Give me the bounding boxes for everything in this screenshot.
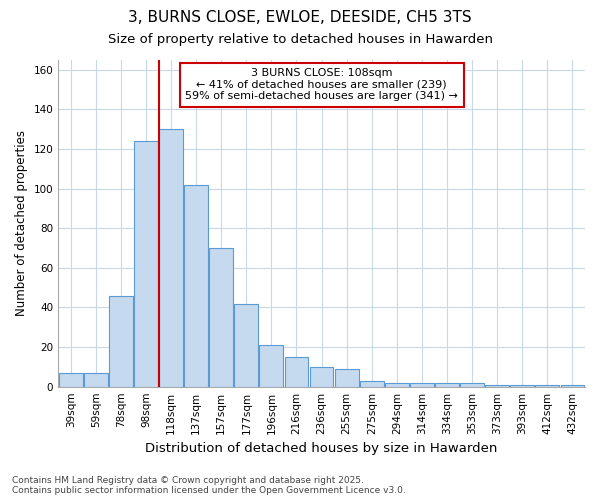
X-axis label: Distribution of detached houses by size in Hawarden: Distribution of detached houses by size …	[145, 442, 498, 455]
Bar	[435, 382, 459, 386]
Bar	[284, 357, 308, 386]
Bar	[511, 384, 534, 386]
Bar	[109, 296, 133, 386]
Bar	[310, 367, 334, 386]
Bar	[209, 248, 233, 386]
Bar	[159, 130, 183, 386]
Bar	[485, 384, 509, 386]
Text: 3, BURNS CLOSE, EWLOE, DEESIDE, CH5 3TS: 3, BURNS CLOSE, EWLOE, DEESIDE, CH5 3TS	[128, 10, 472, 25]
Bar	[535, 384, 559, 386]
Bar	[560, 384, 584, 386]
Bar	[259, 345, 283, 387]
Bar	[460, 382, 484, 386]
Bar	[184, 184, 208, 386]
Bar	[59, 373, 83, 386]
Bar	[410, 382, 434, 386]
Text: Contains HM Land Registry data © Crown copyright and database right 2025.
Contai: Contains HM Land Registry data © Crown c…	[12, 476, 406, 495]
Bar	[84, 373, 108, 386]
Text: Size of property relative to detached houses in Hawarden: Size of property relative to detached ho…	[107, 32, 493, 46]
Bar	[385, 382, 409, 386]
Bar	[360, 380, 383, 386]
Text: 3 BURNS CLOSE: 108sqm
← 41% of detached houses are smaller (239)
59% of semi-det: 3 BURNS CLOSE: 108sqm ← 41% of detached …	[185, 68, 458, 102]
Bar	[235, 304, 258, 386]
Bar	[335, 369, 359, 386]
Y-axis label: Number of detached properties: Number of detached properties	[15, 130, 28, 316]
Bar	[134, 141, 158, 386]
